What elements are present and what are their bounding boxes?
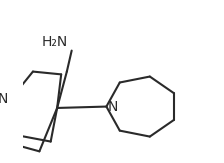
Text: N: N bbox=[107, 100, 118, 114]
Text: N: N bbox=[0, 92, 8, 106]
Text: H₂N: H₂N bbox=[42, 35, 68, 49]
